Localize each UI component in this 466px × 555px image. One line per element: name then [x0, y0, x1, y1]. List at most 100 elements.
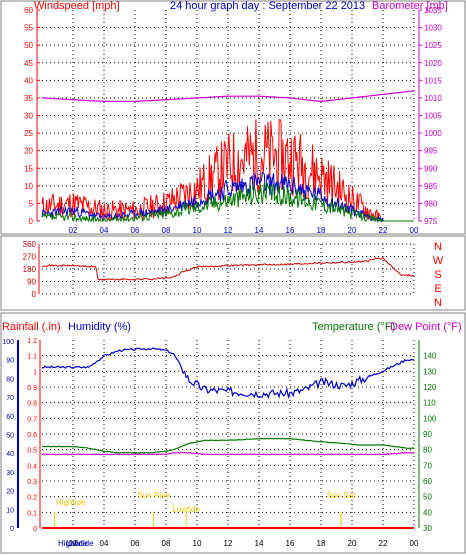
- barometer-tick-label: 995: [424, 147, 438, 156]
- humidity-tick-label: 90: [6, 358, 14, 365]
- top-x-tick-label: 16: [286, 226, 295, 235]
- temperature-tick-label: 90: [423, 430, 432, 439]
- windspeed-tick-label: 40: [24, 76, 33, 85]
- rainfall-tick-label: 1.2: [27, 338, 37, 345]
- top-x-tick-label: 00: [410, 226, 419, 235]
- bottom-x-tick-label: 02: [69, 539, 78, 548]
- temperature-tick-label: 120: [423, 383, 437, 392]
- windspeed-tick-label: 20: [24, 147, 33, 156]
- top-x-tick-label: 22: [379, 226, 388, 235]
- barometer-tick-label: 1035: [424, 6, 442, 15]
- windspeed-tick-label: 15: [24, 164, 33, 173]
- humidity-tick-label: 10: [6, 507, 14, 514]
- wind-dir-tick-label: 0: [32, 290, 37, 299]
- rainfall-tick-label: 1: [33, 369, 37, 376]
- barometer-tick-label: 980: [424, 199, 438, 208]
- rainfall-tick-label: 0.7: [27, 416, 37, 423]
- humidity-tick-label: 40: [6, 451, 14, 458]
- temperature-tick-label: 100: [423, 414, 437, 423]
- barometer-tick-label: 1000: [424, 129, 442, 138]
- chart-title: 24 hour graph day : September 22 2013: [170, 0, 365, 12]
- temperature-tick-label: 70: [423, 461, 432, 470]
- humidity-tick-label: 100: [2, 339, 14, 346]
- barometer-tick-label: 1020: [424, 59, 442, 68]
- barometer-tick-label: 1005: [424, 112, 442, 121]
- top-x-tick-label: 04: [100, 226, 109, 235]
- top-series-line-3: [41, 90, 415, 103]
- humidity-tick-label: 30: [6, 470, 14, 477]
- compass-label: W: [433, 255, 444, 267]
- marker-label: Sun Rise: [137, 491, 170, 500]
- bottom-series-line-0: [41, 347, 415, 400]
- top-x-tick-label: 06: [131, 226, 140, 235]
- top-x-tick-label: 14: [255, 226, 264, 235]
- wind-dir-tick-label: 360: [23, 240, 37, 249]
- temperature-axis-label: Temperature (°F): [312, 321, 395, 333]
- temperature-tick-label: 50: [423, 493, 432, 502]
- windspeed-tick-label: 45: [24, 59, 33, 68]
- bottom-panel-frame: [0, 312, 466, 554]
- wind-direction-line: [42, 257, 415, 281]
- wind-dir-tick-label: 270: [23, 253, 37, 262]
- rainfall-tick-label: 0: [33, 526, 37, 533]
- barometer-tick-label: 985: [424, 182, 438, 191]
- rainfall-tick-label: 1.1: [27, 354, 37, 361]
- marker-label: Sun Set: [327, 491, 356, 500]
- wind-dir-tick-label: 180: [23, 265, 37, 274]
- barometer-tick-label: 990: [424, 164, 438, 173]
- temperature-tick-label: 140: [423, 352, 437, 361]
- top-series-line-2: [41, 182, 414, 223]
- temperature-tick-label: 30: [423, 524, 432, 533]
- marker-label: Hightide: [56, 498, 86, 507]
- rainfall-tick-label: 0.4: [27, 463, 37, 470]
- bottom-series-line-1: [41, 437, 415, 454]
- temperature-tick-label: 80: [423, 446, 432, 455]
- rainfall-tick-label: 0.8: [27, 401, 37, 408]
- windspeed-tick-label: 10: [24, 182, 33, 191]
- humidity-tick-label: 0: [10, 526, 14, 533]
- bottom-x-tick-label: 16: [286, 539, 295, 548]
- windspeed-tick-label: 60: [24, 6, 33, 15]
- rainfall-tick-label: 0.3: [27, 479, 37, 486]
- windspeed-tick-label: 35: [24, 94, 33, 103]
- marker-label: Lowtide: [172, 505, 200, 514]
- rainfall-tick-label: 0.2: [27, 495, 37, 502]
- bottom-x-tick-label: 22: [379, 539, 388, 548]
- barometer-tick-label: 1025: [424, 41, 442, 50]
- barometer-axis-label: Barometer [mb]: [372, 0, 448, 12]
- windspeed-tick-label: 25: [24, 129, 33, 138]
- windspeed-tick-label: 5: [29, 199, 34, 208]
- bottom-lowtide-label: Lowtide: [66, 539, 94, 548]
- dewpoint-axis-label: Dew Point (°F): [390, 321, 462, 333]
- temperature-tick-label: 110: [423, 399, 436, 408]
- rainfall-tick-label: 0.6: [27, 432, 37, 439]
- humidity-tick-label: 70: [6, 395, 14, 402]
- compass-label: S: [434, 269, 441, 281]
- compass-label: E: [434, 283, 441, 295]
- bottom-x-tick-label: 18: [317, 539, 326, 548]
- humidity-tick-label: 60: [6, 414, 14, 421]
- barometer-tick-label: 1030: [424, 24, 442, 33]
- temperature-tick-label: 60: [423, 477, 432, 486]
- windspeed-axis-label: Windspeed [mph]: [34, 0, 120, 12]
- top-panel-frame: [0, 0, 466, 235]
- compass-label: N: [434, 241, 442, 253]
- bottom-x-tick-label: 12: [224, 539, 233, 548]
- top-x-tick-label: 08: [162, 226, 171, 235]
- bottom-x-tick-label: 04: [100, 539, 109, 548]
- humidity-tick-label: 80: [6, 376, 14, 383]
- barometer-tick-label: 975: [424, 217, 438, 226]
- windspeed-tick-label: 30: [24, 112, 33, 121]
- bottom-x-tick-label: 20: [348, 539, 357, 548]
- rainfall-tick-label: 0.9: [27, 385, 37, 392]
- bottom-x-tick-label: 00: [410, 539, 419, 548]
- wind-panel-frame: [0, 235, 466, 311]
- humidity-axis-label: Humidity (%): [68, 321, 131, 333]
- windspeed-tick-label: 0: [29, 217, 34, 226]
- rainfall-tick-label: 0.1: [27, 510, 37, 517]
- bottom-x-tick-label: 08: [162, 539, 171, 548]
- bottom-series-line-2: [41, 451, 415, 456]
- barometer-tick-label: 1015: [424, 76, 442, 85]
- wind-dir-tick-label: 90: [27, 278, 36, 287]
